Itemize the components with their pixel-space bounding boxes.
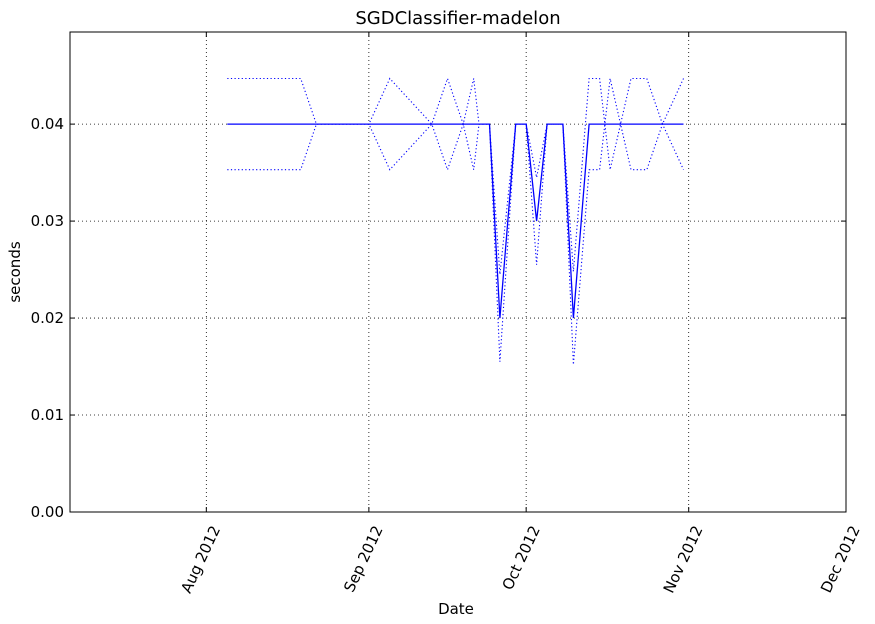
plot-area xyxy=(70,32,846,512)
chart-title: SGDClassifier-madelon xyxy=(355,8,560,29)
y-tick-label: 0.01 xyxy=(31,406,64,424)
y-tick-label: 0.02 xyxy=(31,309,64,327)
series-line-bound-1 xyxy=(227,76,684,275)
y-tick-label: 0.03 xyxy=(31,212,64,230)
x-axis-label: Date xyxy=(438,600,474,618)
series-line-bound-2 xyxy=(227,78,684,365)
series-layer xyxy=(227,76,684,365)
plot-frame xyxy=(69,31,847,513)
y-tick-label: 0.00 xyxy=(31,503,64,521)
y-axis-label: seconds xyxy=(6,241,24,302)
y-tick-label: 0.04 xyxy=(31,115,64,133)
